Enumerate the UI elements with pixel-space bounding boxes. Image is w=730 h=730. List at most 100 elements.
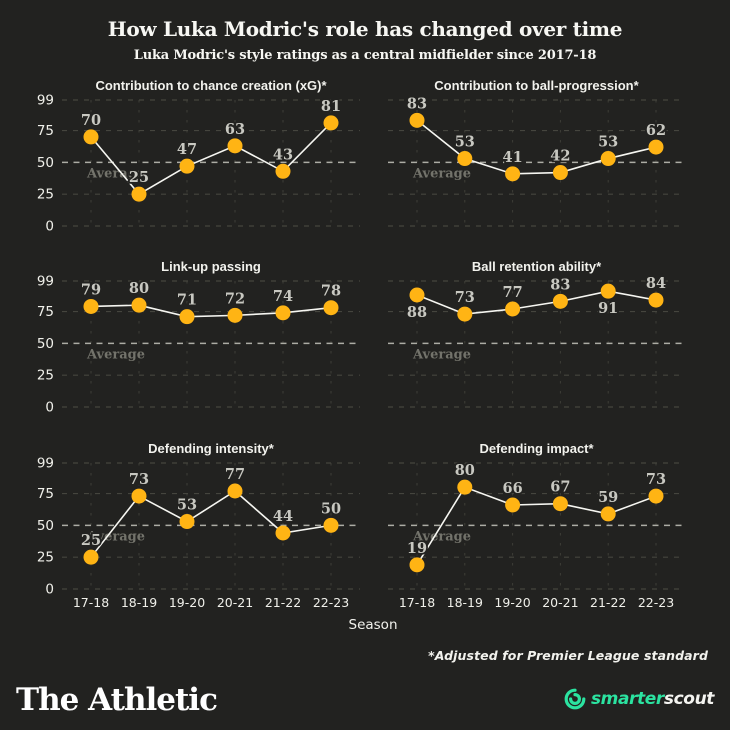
y-tick-label: 25 bbox=[37, 550, 54, 566]
data-point bbox=[505, 166, 521, 182]
data-label: 81 bbox=[321, 98, 341, 115]
data-label: 74 bbox=[273, 288, 293, 305]
chart-title: Defending intensity* bbox=[148, 441, 275, 456]
chart-svg: Average 79 80 71 72 74 78 Link-up passing 0 25 50 7… bbox=[37, 259, 360, 416]
data-label: 25 bbox=[81, 532, 101, 549]
data-point bbox=[179, 158, 195, 174]
y-tick-label: 75 bbox=[37, 123, 54, 139]
data-label: 53 bbox=[455, 134, 475, 151]
average-label: Average bbox=[86, 347, 145, 362]
data-label: 67 bbox=[550, 479, 570, 496]
data-label: 42 bbox=[550, 148, 570, 165]
x-tick-label: 17-18 bbox=[73, 595, 109, 610]
data-label: 63 bbox=[225, 121, 245, 138]
data-point bbox=[409, 112, 425, 128]
average-label: Average bbox=[412, 347, 471, 362]
series-line bbox=[416, 290, 657, 315]
data-label: 83 bbox=[550, 276, 570, 293]
data-point bbox=[457, 306, 473, 322]
page-subtitle: Luka Modric's style ratings as a central… bbox=[133, 48, 597, 63]
x-tick-label: 20-21 bbox=[542, 595, 578, 610]
chart-svg: Average 83 53 41 42 53 62 Contribution to ball-… bbox=[388, 78, 685, 227]
data-label: 72 bbox=[225, 290, 245, 307]
series-line bbox=[416, 486, 657, 566]
data-label: 19 bbox=[407, 540, 427, 557]
data-label: 62 bbox=[646, 122, 666, 139]
chart-defending-impact: Average 19 80 66 67 59 73 Defending impact* 17-1… bbox=[383, 441, 690, 619]
x-tick-label: 17-18 bbox=[399, 595, 435, 610]
y-tick-label: 50 bbox=[37, 155, 54, 171]
publisher-logo: The Athletic bbox=[16, 682, 218, 718]
data-label: 66 bbox=[503, 480, 523, 497]
x-tick-label: 21-22 bbox=[590, 595, 626, 610]
y-tick-label: 25 bbox=[37, 368, 54, 384]
y-tick-label: 0 bbox=[45, 582, 54, 598]
data-point bbox=[131, 297, 147, 313]
data-point bbox=[227, 307, 243, 323]
data-label: 44 bbox=[273, 508, 293, 525]
y-tick-label: 0 bbox=[45, 219, 54, 235]
data-point bbox=[323, 115, 339, 131]
page-title: How Luka Modric's role has changed over … bbox=[107, 17, 623, 41]
average-label: Average bbox=[86, 166, 145, 181]
data-label: 25 bbox=[129, 169, 149, 186]
data-point bbox=[323, 517, 339, 533]
series-line bbox=[90, 122, 332, 196]
provider-logo-smarter: smarter bbox=[590, 689, 664, 709]
chart-title: Link-up passing bbox=[161, 259, 261, 274]
y-tick-label: 50 bbox=[37, 336, 54, 352]
data-label: 70 bbox=[81, 112, 101, 129]
chart-svg: Average 70 25 47 63 43 81 Contribution to chanc… bbox=[37, 78, 360, 235]
x-tick-label: 21-22 bbox=[265, 595, 301, 610]
data-label: 77 bbox=[225, 466, 245, 483]
data-label: 79 bbox=[81, 281, 101, 298]
data-point bbox=[409, 287, 425, 303]
chart-ball-progression: Average 83 53 41 42 53 62 Contribution to ball-… bbox=[383, 78, 690, 242]
data-point bbox=[323, 300, 339, 316]
data-point bbox=[275, 163, 291, 179]
data-point bbox=[227, 138, 243, 154]
data-point bbox=[552, 165, 568, 181]
data-label: 80 bbox=[129, 280, 149, 297]
data-point bbox=[552, 293, 568, 309]
series-line bbox=[416, 119, 657, 175]
y-tick-label: 75 bbox=[37, 304, 54, 320]
data-point bbox=[83, 549, 99, 565]
chart-title: Contribution to ball-progression* bbox=[434, 78, 639, 93]
y-tick-label: 99 bbox=[37, 93, 54, 109]
chart-ball-retention: Average 88 73 77 83 91 84 Ball retention abilit… bbox=[383, 259, 690, 423]
data-label: 80 bbox=[455, 462, 475, 479]
chart-title: Defending impact* bbox=[479, 441, 594, 456]
data-point bbox=[179, 514, 195, 530]
spiral-icon bbox=[564, 688, 586, 710]
x-tick-label: 22-23 bbox=[638, 595, 674, 610]
data-label: 53 bbox=[598, 134, 618, 151]
data-label: 83 bbox=[407, 95, 427, 112]
data-point bbox=[83, 129, 99, 145]
y-tick-label: 25 bbox=[37, 187, 54, 203]
data-point bbox=[131, 488, 147, 504]
data-point bbox=[648, 488, 664, 504]
data-point bbox=[552, 496, 568, 512]
average-label: Average bbox=[86, 529, 145, 544]
data-label: 91 bbox=[598, 300, 618, 317]
data-label: 71 bbox=[177, 292, 197, 309]
data-label: 84 bbox=[646, 275, 666, 292]
chart-title: Contribution to chance creation (xG)* bbox=[95, 78, 327, 93]
data-label: 50 bbox=[321, 500, 341, 517]
chart-title: Ball retention ability* bbox=[472, 259, 602, 274]
chart-svg: Average 88 73 77 83 91 84 Ball retention abilit… bbox=[388, 259, 685, 408]
y-tick-label: 0 bbox=[45, 400, 54, 416]
footnote: *Adjusted for Premier League standard bbox=[428, 648, 708, 663]
data-label: 73 bbox=[646, 471, 666, 488]
x-tick-label: 22-23 bbox=[313, 595, 349, 610]
y-tick-label: 75 bbox=[37, 486, 54, 502]
data-point bbox=[648, 292, 664, 308]
x-tick-label: 19-20 bbox=[494, 595, 530, 610]
data-label: 47 bbox=[177, 141, 197, 158]
data-label: 43 bbox=[273, 146, 293, 163]
data-point bbox=[179, 309, 195, 325]
data-point bbox=[600, 283, 616, 299]
